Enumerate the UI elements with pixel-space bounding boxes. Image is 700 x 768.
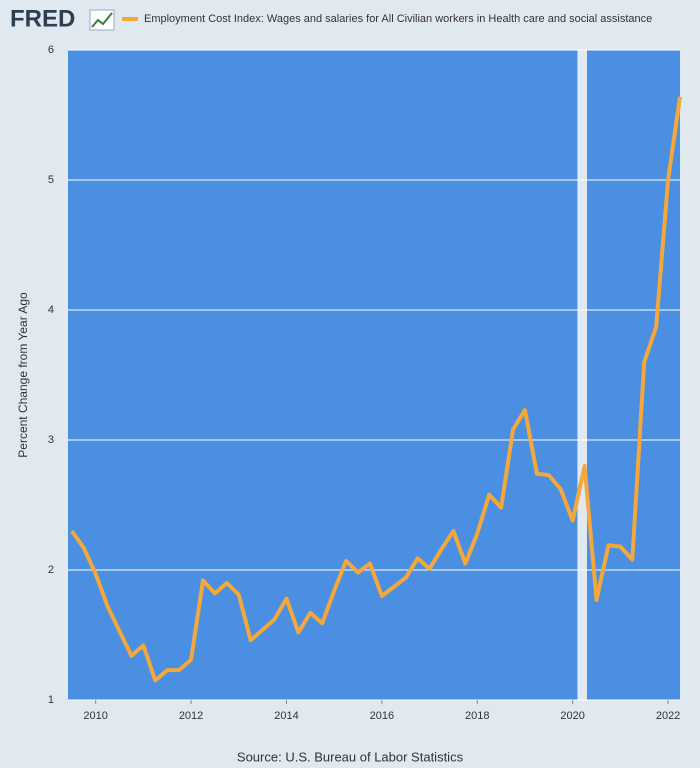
x-tick-label: 2016 <box>370 710 394 722</box>
logo: FRED <box>10 5 75 32</box>
legend-label: Employment Cost Index: Wages and salarie… <box>144 13 652 25</box>
y-tick-label: 2 <box>48 564 54 576</box>
x-tick-label: 2012 <box>179 710 203 722</box>
x-tick-label: 2022 <box>656 710 680 722</box>
logo-box <box>89 9 115 31</box>
x-tick-label: 2018 <box>465 710 489 722</box>
logo-line <box>91 12 113 28</box>
y-axis-title: Percent Change from Year Ago <box>16 292 30 458</box>
data-line <box>70 96 682 683</box>
plot-area <box>68 50 680 700</box>
x-tick-label: 2020 <box>560 710 584 722</box>
x-tick-label: 2014 <box>274 710 298 722</box>
y-tick-label: 5 <box>48 174 54 186</box>
source: Source: U.S. Bureau of Labor Statistics <box>237 749 464 764</box>
y-tick-label: 1 <box>48 694 54 706</box>
x-tick-label: 2010 <box>83 710 107 722</box>
y-tick-label: 3 <box>48 434 54 446</box>
recession-band <box>577 50 587 700</box>
y-tick-label: 6 <box>48 44 54 56</box>
y-tick-label: 4 <box>48 304 54 316</box>
logo-icon <box>89 9 115 31</box>
